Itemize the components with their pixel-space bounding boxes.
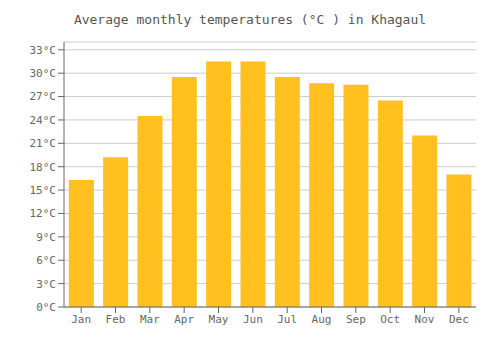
svg-text:Apr: Apr (174, 313, 194, 326)
svg-text:6°C: 6°C (36, 254, 56, 267)
svg-text:9°C: 9°C (36, 231, 56, 244)
svg-text:Feb: Feb (106, 313, 126, 326)
svg-text:0°C: 0°C (36, 301, 56, 314)
svg-text:Aug: Aug (312, 313, 332, 326)
svg-text:30°C: 30°C (30, 67, 57, 80)
svg-text:12°C: 12°C (30, 207, 57, 220)
svg-text:Oct: Oct (380, 313, 400, 326)
svg-text:15°C: 15°C (30, 184, 57, 197)
svg-text:18°C: 18°C (30, 161, 57, 174)
svg-text:May: May (209, 313, 229, 326)
svg-text:21°C: 21°C (30, 137, 57, 150)
svg-text:24°C: 24°C (30, 114, 57, 127)
svg-text:Nov: Nov (415, 313, 435, 326)
svg-text:Jun: Jun (243, 313, 263, 326)
svg-text:27°C: 27°C (30, 90, 57, 103)
svg-text:Jul: Jul (277, 313, 297, 326)
svg-text:Mar: Mar (140, 313, 160, 326)
svg-text:3°C: 3°C (36, 278, 56, 291)
svg-text:33°C: 33°C (30, 44, 57, 57)
html-text:Average monthly temperatures (: Average monthly temperatures (°C ) in Kh… (73, 12, 427, 27)
svg-text:Dec: Dec (449, 313, 469, 326)
svg-text:Jan: Jan (71, 313, 91, 326)
svg-text:Sep: Sep (346, 313, 366, 326)
